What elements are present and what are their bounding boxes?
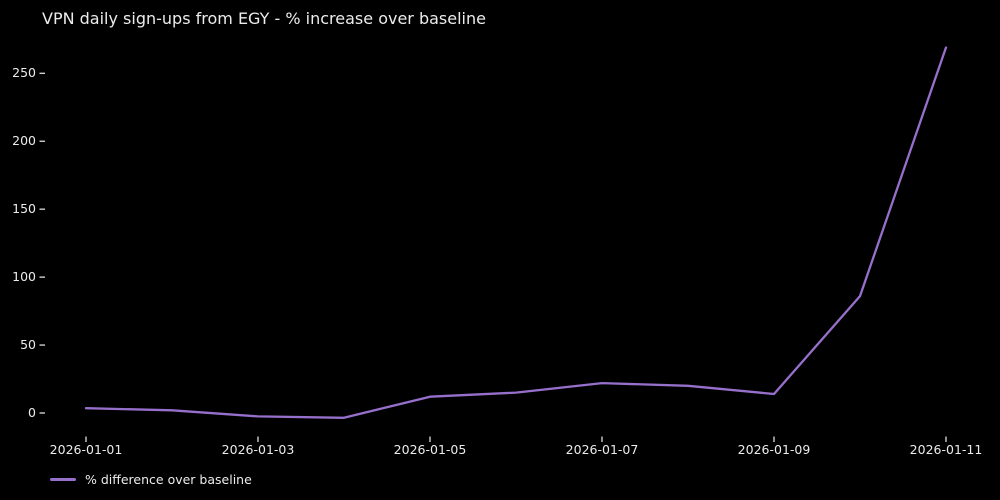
legend-label: % difference over baseline bbox=[85, 471, 252, 487]
x-tick-label: 2026-01-11 bbox=[909, 442, 983, 457]
y-tick-label: 50 bbox=[20, 337, 36, 353]
y-tick-label: 150 bbox=[12, 201, 36, 217]
x-tick-label: 2026-01-09 bbox=[737, 442, 811, 457]
x-tick-label: 2026-01-01 bbox=[49, 442, 123, 457]
x-tick-label: 2026-01-07 bbox=[565, 442, 639, 457]
x-tick-label: 2026-01-03 bbox=[221, 442, 295, 457]
x-tick-label: 2026-01-05 bbox=[393, 442, 467, 457]
y-tick-label: 250 bbox=[12, 65, 36, 81]
chart-title: VPN daily sign-ups from EGY - % increase… bbox=[42, 9, 486, 28]
legend: % difference over baseline bbox=[50, 471, 252, 487]
series-line bbox=[84, 46, 948, 419]
y-tick-label: 200 bbox=[12, 133, 36, 149]
y-tick-label: 100 bbox=[12, 269, 36, 285]
legend-line-swatch bbox=[50, 477, 76, 481]
y-tick-label: 0 bbox=[28, 405, 36, 420]
